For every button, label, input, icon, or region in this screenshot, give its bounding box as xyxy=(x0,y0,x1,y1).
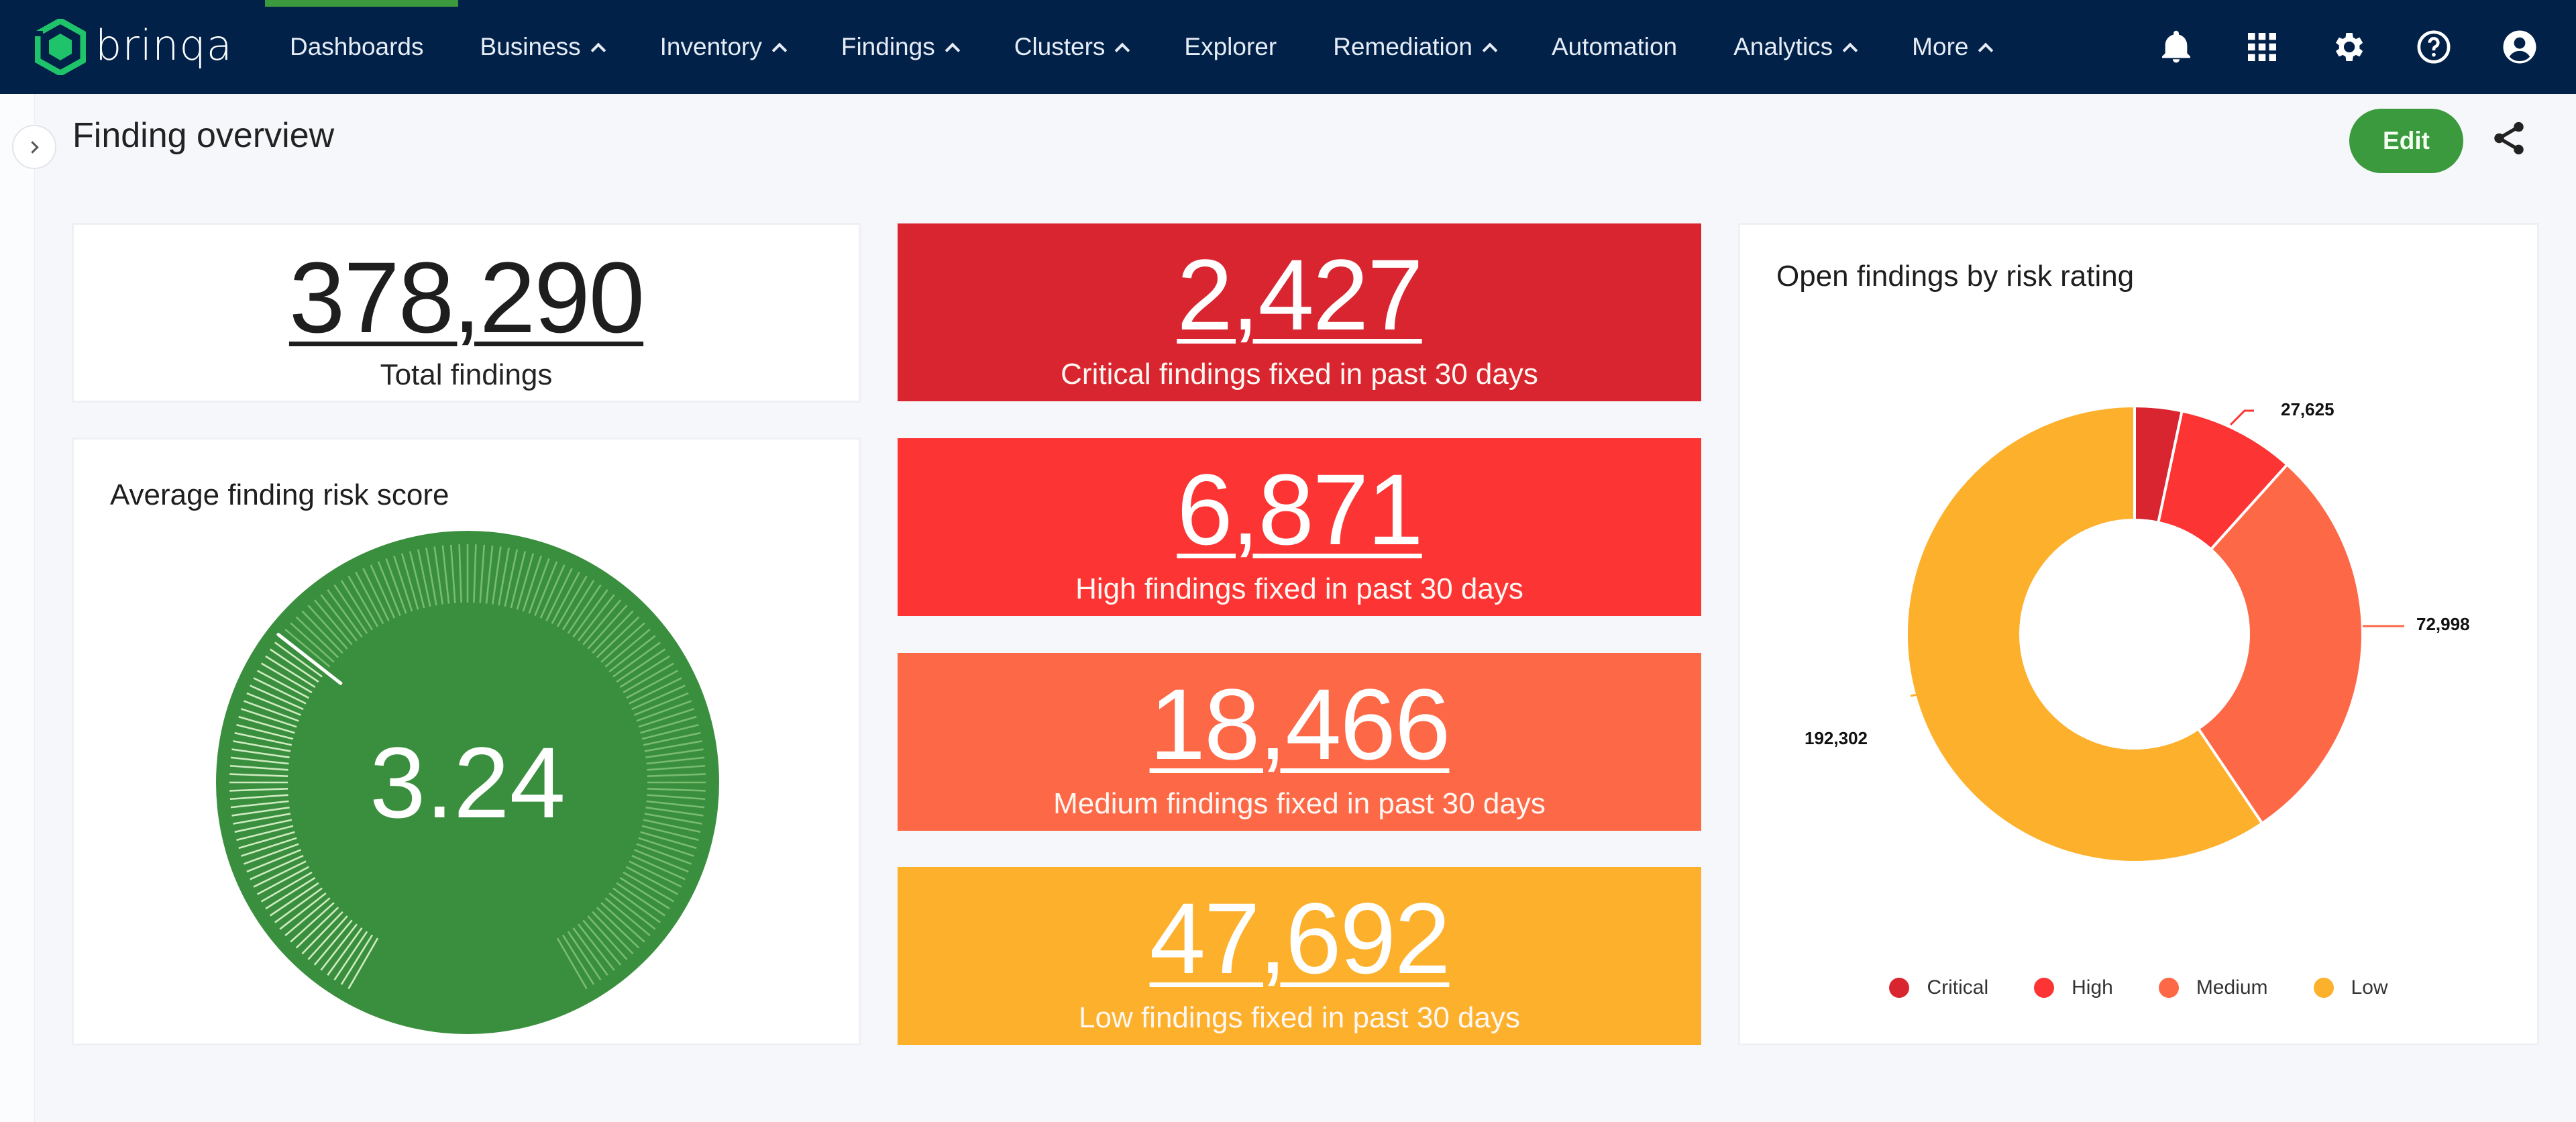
medium-fixed-card: 18,466 Medium findings fixed in past 30 … xyxy=(898,653,1701,831)
open-findings-donut-chart xyxy=(1905,405,2404,864)
nav-item-findings[interactable]: Findings xyxy=(841,33,961,61)
critical-fixed-card: 2,427 Critical findings fixed in past 30… xyxy=(898,223,1701,401)
donut-label-leaders xyxy=(1910,409,2404,697)
medium-fixed-value[interactable]: 18,466 xyxy=(1149,668,1451,780)
chevron-up-icon xyxy=(1482,42,1498,58)
total-findings-value[interactable]: 378,290 xyxy=(288,241,645,354)
nav-item-analytics[interactable]: Analytics xyxy=(1733,33,1858,61)
donut-slices xyxy=(1905,405,2364,864)
critical-fixed-label: Critical findings fixed in past 30 days xyxy=(1061,357,1538,391)
nav-item-clusters[interactable]: Clusters xyxy=(1014,33,1130,61)
legend-label: Low xyxy=(2351,976,2388,999)
chevron-up-icon xyxy=(945,42,961,58)
medium-fixed-label: Medium findings fixed in past 30 days xyxy=(1053,786,1546,820)
nav-label: Automation xyxy=(1551,33,1678,60)
slice-label-medium: 72,998 xyxy=(2416,614,2470,634)
gauge-title: Average finding risk score xyxy=(110,478,449,511)
slice-label-high: 27,625 xyxy=(2281,399,2334,419)
nav-item-more[interactable]: More xyxy=(1912,33,1994,61)
legend-dot-icon xyxy=(1889,978,1910,998)
edit-button[interactable]: Edit xyxy=(2349,109,2463,173)
main-menu: Dashboards Business Inventory Findings C… xyxy=(290,0,1994,94)
nav-label: Explorer xyxy=(1184,33,1277,60)
chevron-up-icon xyxy=(1978,42,1994,58)
page-title: Finding overview xyxy=(72,116,335,155)
apps-button[interactable] xyxy=(2219,0,2305,94)
donut-slice-low[interactable] xyxy=(1905,405,2264,864)
bell-icon xyxy=(2162,30,2190,63)
total-findings-label: Total findings xyxy=(380,358,553,391)
nav-label: More xyxy=(1912,33,1969,60)
left-sidebar-collapsed xyxy=(0,94,35,1122)
open-findings-donut-card: Open findings by risk rating 27,625 72,9… xyxy=(1740,225,2537,1043)
chevron-up-icon xyxy=(1842,42,1858,58)
chart-legend: Critical High Medium Low xyxy=(1740,976,2537,999)
legend-item-high[interactable]: High xyxy=(2034,976,2113,999)
legend-label: Critical xyxy=(1927,976,1989,999)
nav-label: Analytics xyxy=(1733,33,1833,60)
help-icon xyxy=(2417,30,2451,64)
account-button[interactable] xyxy=(2477,0,2563,94)
gauge-dial xyxy=(216,531,719,1034)
share-button[interactable] xyxy=(2487,117,2530,160)
risk-score-gauge-card: Average finding risk score 3.24 xyxy=(74,440,859,1043)
donut-slice-medium[interactable] xyxy=(2197,463,2364,825)
notifications-button[interactable] xyxy=(2133,0,2219,94)
high-fixed-label: High findings fixed in past 30 days xyxy=(1075,572,1523,605)
low-fixed-card: 47,692 Low findings fixed in past 30 day… xyxy=(898,867,1701,1045)
brand-name: brinqa xyxy=(95,21,233,70)
high-fixed-card: 6,871 High findings fixed in past 30 day… xyxy=(898,438,1701,616)
nav-item-inventory[interactable]: Inventory xyxy=(659,33,788,61)
legend-label: High xyxy=(2072,976,2113,999)
high-fixed-value[interactable]: 6,871 xyxy=(1177,453,1423,566)
low-fixed-value[interactable]: 47,692 xyxy=(1149,882,1451,994)
nav-label: Inventory xyxy=(659,33,762,60)
nav-item-business[interactable]: Business xyxy=(480,33,606,61)
legend-item-critical[interactable]: Critical xyxy=(1889,976,1988,999)
donut-title: Open findings by risk rating xyxy=(1776,260,2135,293)
legend-dot-icon xyxy=(2158,978,2179,998)
active-nav-indicator xyxy=(265,0,458,7)
nav-utility-icons xyxy=(2133,0,2563,94)
nav-item-dashboards[interactable]: Dashboards xyxy=(290,33,424,61)
nav-item-explorer[interactable]: Explorer xyxy=(1184,33,1277,61)
chevron-up-icon xyxy=(1115,42,1130,58)
low-fixed-label: Low findings fixed in past 30 days xyxy=(1079,1001,1520,1034)
share-icon xyxy=(2494,121,2524,155)
chevron-right-icon xyxy=(26,140,39,154)
legend-dot-icon xyxy=(2313,978,2334,998)
gauge-tick-marks xyxy=(229,544,706,990)
nav-label: Findings xyxy=(841,33,935,60)
settings-button[interactable] xyxy=(2305,0,2391,94)
legend-dot-icon xyxy=(2034,978,2055,998)
slice-label-low: 192,302 xyxy=(1805,728,1868,748)
risk-score-gauge: 3.24 xyxy=(216,531,719,1034)
total-findings-card: 378,290 Total findings xyxy=(74,225,859,401)
hexagon-logo-icon xyxy=(35,19,86,75)
legend-item-medium[interactable]: Medium xyxy=(2158,976,2268,999)
critical-fixed-value[interactable]: 2,427 xyxy=(1177,238,1423,351)
apps-grid-icon xyxy=(2248,33,2276,61)
nav-item-remediation[interactable]: Remediation xyxy=(1333,33,1498,61)
legend-item-low[interactable]: Low xyxy=(2313,976,2388,999)
chevron-up-icon xyxy=(590,42,606,58)
gauge-needle xyxy=(276,633,343,685)
nav-label: Dashboards xyxy=(290,33,424,60)
brinqa-logo[interactable]: brinqa xyxy=(35,19,233,75)
top-navigation-bar: brinqa Dashboards Business Inventory Fin… xyxy=(0,0,2576,94)
account-icon xyxy=(2503,30,2536,64)
nav-label: Business xyxy=(480,33,581,60)
gauge-value: 3.24 xyxy=(370,726,566,839)
nav-label: Clusters xyxy=(1014,33,1106,60)
legend-label: Medium xyxy=(2196,976,2268,999)
help-button[interactable] xyxy=(2391,0,2477,94)
sidebar-toggle-button[interactable] xyxy=(12,125,56,169)
gear-icon xyxy=(2336,33,2363,61)
nav-item-automation[interactable]: Automation xyxy=(1552,33,1677,61)
nav-label: Remediation xyxy=(1333,33,1472,60)
chevron-up-icon xyxy=(771,42,788,58)
